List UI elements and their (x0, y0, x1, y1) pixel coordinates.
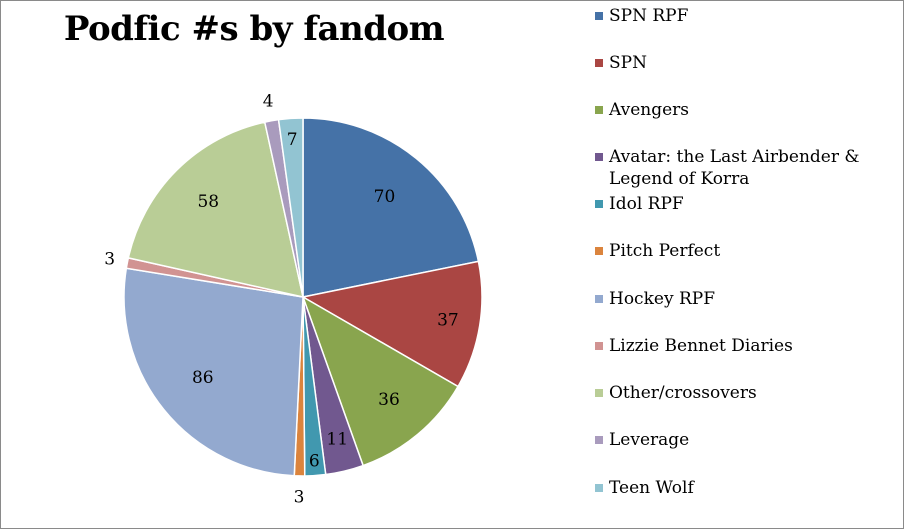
pie-slice-teen-wolf (277, 117, 304, 298)
legend-swatch-lizzie-bennet (595, 342, 603, 350)
data-label-avatar: 11 (326, 430, 348, 450)
legend-label-leverage: Leverage (609, 430, 690, 450)
pie-slice-other-crossovers (127, 121, 304, 298)
legend-item-leverage: Leverage (595, 429, 903, 451)
legend-item-teen-wolf: Teen Wolf (595, 477, 903, 499)
legend-item-avatar: Avatar: the Last Airbender & Legend of K… (595, 146, 903, 190)
data-label-pitch-perfect: 3 (294, 487, 305, 507)
data-label-other-crossovers: 58 (197, 192, 219, 212)
legend-item-hockey-rpf: Hockey RPF (595, 288, 903, 310)
legend-item-idol-rpf: Idol RPF (595, 193, 903, 215)
legend-swatch-leverage (595, 436, 603, 444)
data-label-idol-rpf: 6 (309, 451, 320, 471)
chart-title: Podfic #s by fandom (63, 9, 445, 49)
data-label-spn: 37 (437, 311, 459, 331)
legend-label-spn-rpf: SPN RPF (609, 6, 689, 26)
legend-swatch-idol-rpf (595, 200, 603, 208)
legend-swatch-other-crossovers (595, 389, 603, 397)
data-label-teen-wolf: 7 (287, 130, 298, 150)
data-label-lizzie-bennet: 3 (104, 250, 115, 270)
data-label-spn-rpf: 70 (374, 187, 396, 207)
legend-label-other-crossovers: Other/crossovers (609, 383, 757, 403)
legend-label-lizzie-bennet: Lizzie Bennet Diaries (609, 336, 793, 356)
legend-label-spn: SPN (609, 53, 647, 73)
legend-swatch-spn (595, 59, 603, 67)
legend-item-avengers: Avengers (595, 99, 903, 121)
legend-swatch-avatar (595, 153, 603, 161)
legend-swatch-teen-wolf (595, 484, 603, 492)
data-label-leverage: 4 (263, 91, 274, 111)
legend-swatch-hockey-rpf (595, 295, 603, 303)
pie-slice-spn-rpf (302, 117, 480, 298)
legend-item-spn-rpf: SPN RPF (595, 5, 903, 27)
legend-swatch-pitch-perfect (595, 247, 603, 255)
legend-label-avengers: Avengers (609, 100, 689, 120)
legend-swatch-spn-rpf (595, 12, 603, 20)
pie-slice-spn (300, 260, 483, 388)
legend-swatch-avengers (595, 106, 603, 114)
data-label-hockey-rpf: 86 (192, 368, 214, 388)
legend-item-spn: SPN (595, 52, 903, 74)
legend-label-idol-rpf: Idol RPF (609, 194, 684, 214)
legend-label-teen-wolf: Teen Wolf (609, 478, 694, 498)
legend-label-pitch-perfect: Pitch Perfect (609, 241, 721, 261)
legend-item-other-crossovers: Other/crossovers (595, 382, 903, 404)
pie-slice-hockey-rpf (123, 267, 304, 477)
legend-label-avatar: Avatar: the Last Airbender & Legend of K… (609, 147, 860, 189)
legend-item-pitch-perfect: Pitch Perfect (595, 240, 903, 262)
legend-label-hockey-rpf: Hockey RPF (609, 289, 715, 309)
legend-item-lizzie-bennet: Lizzie Bennet Diaries (595, 335, 903, 357)
pie-slice-avengers (301, 295, 460, 467)
data-label-avengers: 36 (378, 390, 400, 410)
